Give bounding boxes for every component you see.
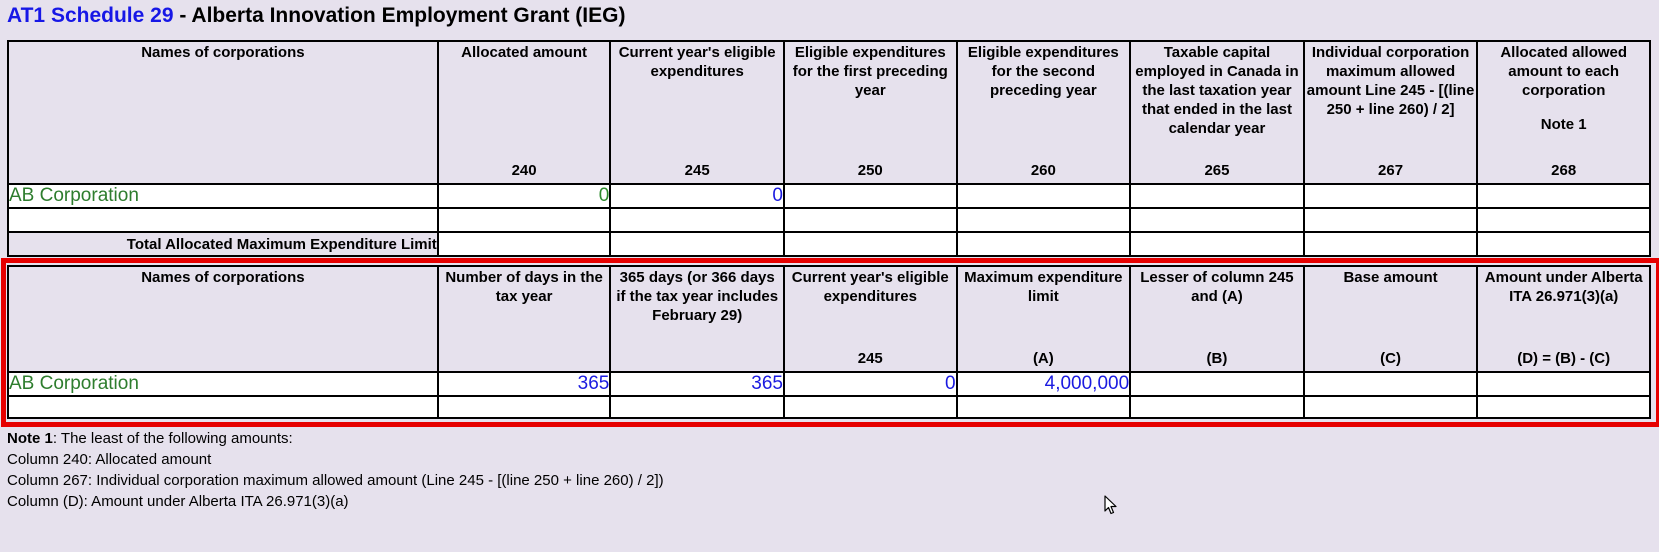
- taxable-capital-empty[interactable]: [1129, 207, 1305, 233]
- total-second-preceding[interactable]: [955, 231, 1132, 257]
- expenditure-limit-table: Names of corporations Number of days in …: [7, 265, 1651, 419]
- note-1: Note 1: The least of the following amoun…: [7, 428, 664, 449]
- days-in-tax-year-empty[interactable]: [436, 395, 612, 419]
- header-code: 260: [1030, 162, 1056, 179]
- corporation-name-cell[interactable]: AB Corporation: [7, 371, 439, 397]
- base-amount-cell[interactable]: [1302, 371, 1479, 397]
- header-lesser-of: Lesser of column 245 and (A) (B): [1129, 265, 1305, 373]
- note-1-text: : The least of the following amounts:: [52, 430, 293, 447]
- header-taxable-capital: Taxable capital employed in Canada in th…: [1129, 40, 1305, 185]
- allocated-amount-input-empty[interactable]: [436, 207, 612, 233]
- corporation-name-cell-empty[interactable]: [7, 207, 439, 233]
- header-days-in-tax-year: Number of days in the tax year: [436, 265, 612, 373]
- header-code: 250: [857, 162, 883, 179]
- notes-section: Note 1: The least of the following amoun…: [7, 428, 664, 512]
- second-preceding-year-empty[interactable]: [955, 207, 1132, 233]
- corporation-name-cell[interactable]: AB Corporation: [7, 183, 439, 209]
- header-names-of-corporations: Names of corporations: [7, 265, 439, 373]
- taxable-capital-input[interactable]: [1129, 183, 1305, 209]
- header-code: 267: [1378, 162, 1404, 179]
- header-individual-max-allowed: Individual corporation maximum allowed a…: [1302, 40, 1479, 185]
- page-title: AT1 Schedule 29 - Alberta Innovation Emp…: [7, 4, 625, 28]
- amount-under-alberta-ita-cell[interactable]: [1476, 371, 1651, 397]
- header-365-days: 365 days (or 366 days if the tax year in…: [609, 265, 785, 373]
- total-row: Total Allocated Maximum Expenditure Limi…: [7, 231, 1651, 257]
- header-maximum-expenditure-limit: Maximum expenditure limit (A): [955, 265, 1132, 373]
- table-header-row: Names of corporations Allocated amount 24…: [7, 40, 1651, 185]
- header-code: (D) = (B) - (C): [1517, 350, 1611, 367]
- total-allocated-amount[interactable]: [436, 231, 612, 257]
- header-first-preceding-year: Eligible expenditures for the first prec…: [782, 40, 958, 185]
- allocated-allowed-amount-empty[interactable]: [1476, 207, 1651, 233]
- header-code: (B): [1206, 350, 1228, 367]
- individual-max-allowed-empty[interactable]: [1302, 207, 1479, 233]
- header-amount-under-alberta-ita: Amount under Alberta ITA 26.971(3)(a) (D)…: [1476, 265, 1651, 373]
- total-taxable-capital[interactable]: [1129, 231, 1305, 257]
- header-base-amount: Base amount (C): [1302, 265, 1479, 373]
- header-allocated-allowed-amount: Allocated allowed amount to each corpora…: [1476, 40, 1651, 185]
- current-year-expenditures-cell[interactable]: 0: [782, 371, 958, 397]
- first-preceding-year-input[interactable]: [782, 183, 958, 209]
- total-allocated-allowed[interactable]: [1476, 231, 1651, 257]
- header-code: 240: [511, 162, 537, 179]
- table-row-empty: [7, 207, 1651, 233]
- schedule-link[interactable]: AT1 Schedule 29: [7, 4, 174, 27]
- allocated-allowed-amount-cell[interactable]: [1476, 183, 1651, 209]
- mouse-pointer-icon: [1104, 495, 1117, 515]
- header-allocated-amount: Allocated amount 240: [436, 40, 612, 185]
- lesser-of-empty[interactable]: [1129, 395, 1305, 419]
- lesser-of-cell[interactable]: [1129, 371, 1305, 397]
- days-in-tax-year-cell[interactable]: 365: [436, 371, 612, 397]
- header-code: 268: [1551, 162, 1577, 179]
- first-preceding-year-empty[interactable]: [782, 207, 958, 233]
- total-allocated-label: Total Allocated Maximum Expenditure Limi…: [7, 231, 439, 257]
- allocation-table: Names of corporations Allocated amount 24…: [7, 40, 1651, 257]
- maximum-expenditure-limit-empty[interactable]: [955, 395, 1132, 419]
- note-1-label: Note 1: [7, 430, 53, 447]
- header-second-preceding-year: Eligible expenditures for the second pre…: [955, 40, 1132, 185]
- current-year-expenditures-cell[interactable]: 0: [609, 183, 785, 209]
- current-year-expenditures-empty[interactable]: [782, 395, 958, 419]
- second-preceding-year-input[interactable]: [955, 183, 1132, 209]
- header-current-year-expenditures: Current year's eligible expenditures 245: [782, 265, 958, 373]
- header-code: 265: [1204, 162, 1230, 179]
- days-365-366-cell[interactable]: 365: [609, 371, 785, 397]
- header-code: (C): [1380, 350, 1401, 367]
- note-line-column-240: Column 240: Allocated amount: [7, 451, 212, 468]
- header-code: 245: [857, 350, 883, 367]
- total-current-year[interactable]: [609, 231, 785, 257]
- corporation-name-cell-empty[interactable]: [7, 395, 439, 419]
- table-row-empty: [7, 395, 1651, 419]
- allocated-amount-input[interactable]: 0: [436, 183, 612, 209]
- header-code: 245: [684, 162, 710, 179]
- note-line-column-d: Column (D): Amount under Alberta ITA 26.…: [7, 493, 349, 510]
- total-first-preceding[interactable]: [782, 231, 958, 257]
- table-row: AB Corporation 0 0: [7, 183, 1651, 209]
- table-header-row: Names of corporations Number of days in …: [7, 265, 1651, 373]
- table-row: AB Corporation 365 365 0 4,000,000: [7, 371, 1651, 397]
- individual-max-allowed-cell[interactable]: [1302, 183, 1479, 209]
- note-line-column-267: Column 267: Individual corporation maxim…: [7, 472, 664, 489]
- days-365-366-empty[interactable]: [609, 395, 785, 419]
- header-current-year-expenditures: Current year's eligible expenditures 245: [609, 40, 785, 185]
- note-reference: Note 1: [1540, 116, 1587, 133]
- total-individual-max[interactable]: [1302, 231, 1479, 257]
- base-amount-empty[interactable]: [1302, 395, 1479, 419]
- header-code: (A): [1032, 350, 1054, 367]
- maximum-expenditure-limit-cell[interactable]: 4,000,000: [955, 371, 1132, 397]
- header-names-of-corporations: Names of corporations: [7, 40, 439, 185]
- amount-under-alberta-ita-empty[interactable]: [1476, 395, 1651, 419]
- current-year-expenditures-empty[interactable]: [609, 207, 785, 233]
- page-title-suffix: - Alberta Innovation Employment Grant (I…: [173, 4, 626, 27]
